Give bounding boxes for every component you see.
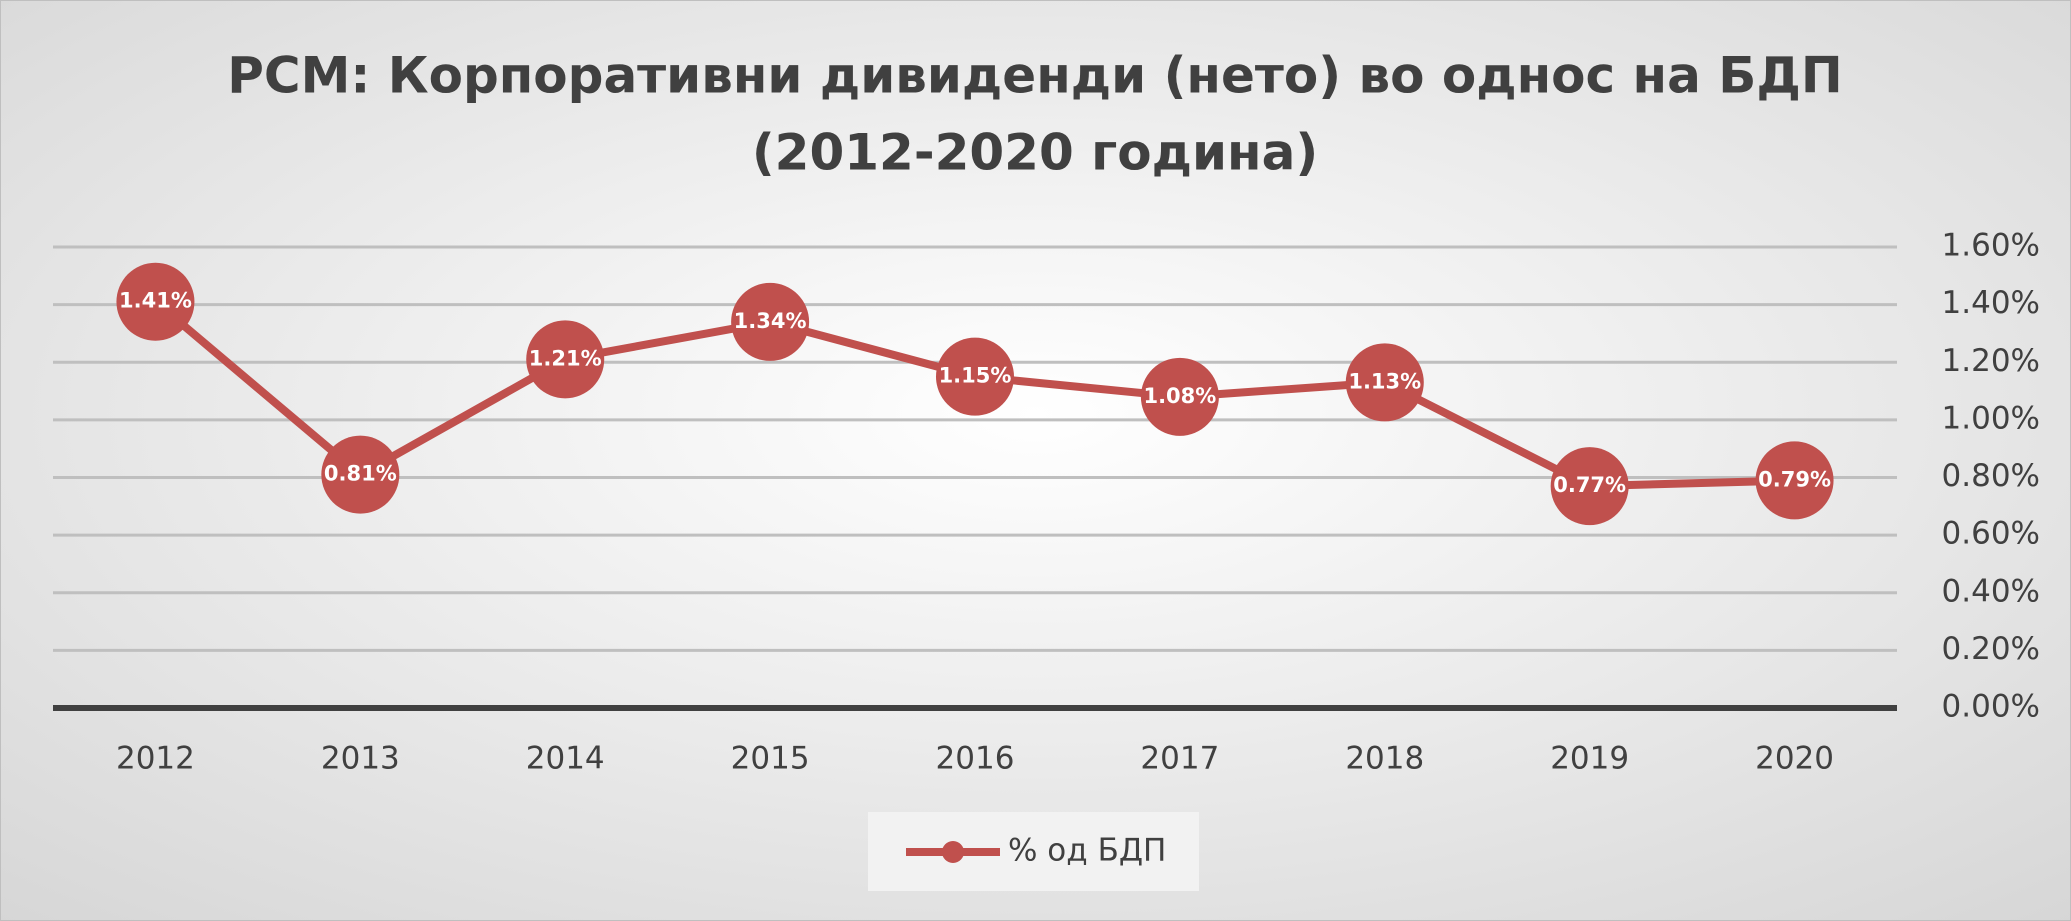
data-label: 0.77% — [1553, 473, 1626, 497]
data-point — [936, 337, 1014, 416]
x-tick-label: 2016 — [936, 741, 1015, 777]
y-tick-label: 0.60% — [1942, 516, 2040, 552]
x-tick-label: 2017 — [1140, 741, 1219, 777]
x-tick-label: 2020 — [1755, 741, 1834, 777]
x-tick-label: 2018 — [1345, 741, 1424, 777]
chart-title: РСМ: Корпоративни дивиденди (нето) во од… — [227, 47, 1842, 105]
data-label: 0.79% — [1758, 467, 1831, 491]
data-point — [321, 435, 400, 514]
x-tick-label: 2015 — [731, 741, 810, 777]
data-point — [731, 282, 810, 361]
y-tick-label: 0.20% — [1942, 631, 2040, 667]
y-tick-label: 0.00% — [1942, 689, 2040, 725]
data-point — [1550, 447, 1629, 526]
data-label: 1.08% — [1143, 384, 1216, 408]
data-point — [116, 262, 195, 341]
data-label: 1.13% — [1348, 369, 1421, 393]
data-point — [1755, 441, 1834, 520]
data-label: 1.41% — [119, 289, 192, 313]
legend-label: % од БДП — [1008, 833, 1166, 869]
y-tick-label: 1.20% — [1942, 343, 2040, 379]
x-tick-label: 2014 — [526, 741, 605, 777]
y-tick-label: 1.40% — [1942, 285, 2040, 321]
x-tick-label: 2013 — [321, 741, 400, 777]
x-tick-label: 2012 — [116, 741, 195, 777]
data-point — [1345, 343, 1424, 422]
data-point — [1140, 357, 1219, 436]
chart-title: (2012-2020 година) — [752, 124, 1318, 182]
data-point — [526, 320, 605, 399]
x-tick-label: 2019 — [1550, 741, 1629, 777]
y-tick-label: 1.60% — [1942, 228, 2040, 264]
y-tick-label: 0.40% — [1942, 573, 2040, 609]
data-label: 1.34% — [734, 309, 807, 333]
data-label: 1.15% — [939, 364, 1012, 388]
y-tick-label: 1.00% — [1942, 400, 2040, 436]
y-tick-label: 0.80% — [1942, 458, 2040, 494]
data-label: 1.21% — [529, 346, 602, 370]
data-label: 0.81% — [324, 462, 397, 486]
legend-marker — [942, 841, 964, 863]
